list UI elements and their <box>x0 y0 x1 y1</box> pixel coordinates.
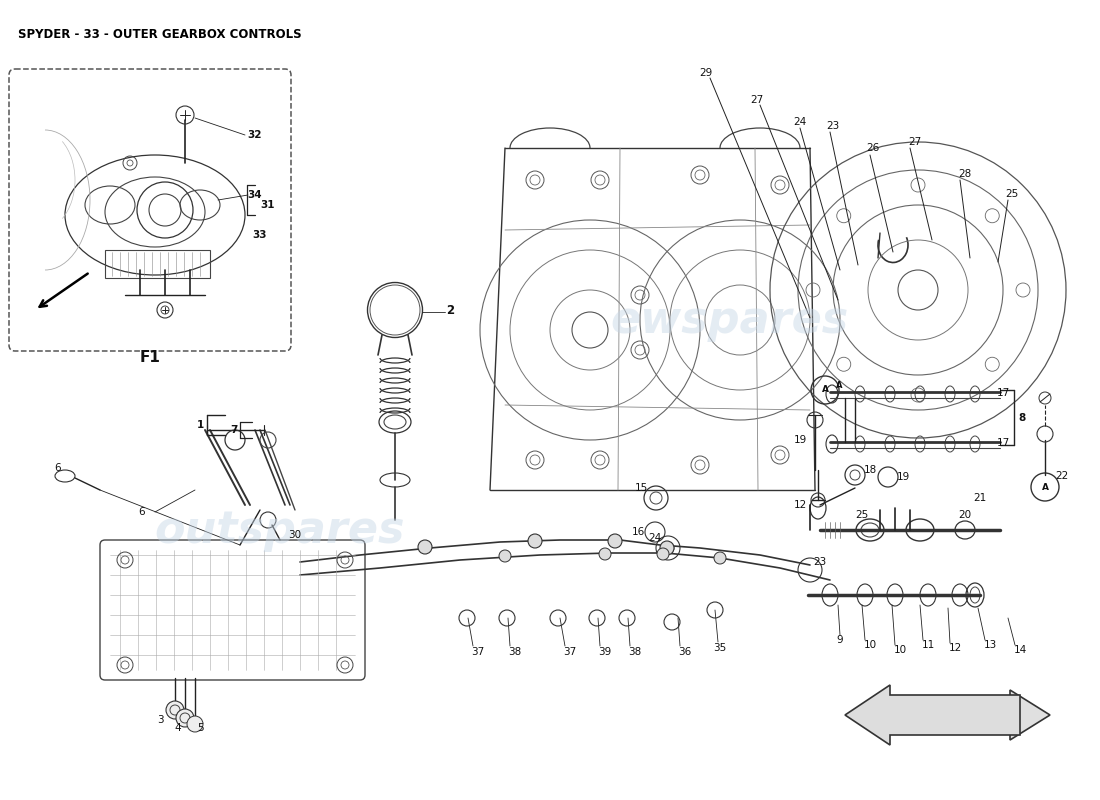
Text: ewspares: ewspares <box>610 298 849 342</box>
Polygon shape <box>845 685 1020 745</box>
Text: 37: 37 <box>472 647 485 657</box>
Circle shape <box>187 716 204 732</box>
Text: 4: 4 <box>175 723 182 733</box>
Circle shape <box>600 548 610 560</box>
Text: 21: 21 <box>974 493 987 503</box>
Text: outspares: outspares <box>155 509 405 551</box>
Text: 10: 10 <box>864 640 877 650</box>
Text: 6: 6 <box>55 463 62 473</box>
Text: 6: 6 <box>139 507 145 517</box>
Text: 12: 12 <box>948 643 961 653</box>
Text: SPYDER - 33 - OUTER GEARBOX CONTROLS: SPYDER - 33 - OUTER GEARBOX CONTROLS <box>18 28 301 41</box>
Text: 30: 30 <box>288 530 301 540</box>
Text: 2: 2 <box>446 303 454 317</box>
Text: 32: 32 <box>248 130 262 140</box>
Text: 33: 33 <box>253 230 267 240</box>
Text: 12: 12 <box>793 500 806 510</box>
Text: 19: 19 <box>896 472 910 482</box>
Text: 17: 17 <box>997 388 1010 398</box>
Circle shape <box>714 552 726 564</box>
Text: 1: 1 <box>197 420 204 430</box>
Circle shape <box>608 534 622 548</box>
Bar <box>104 250 210 278</box>
Text: A: A <box>836 381 843 390</box>
Circle shape <box>176 709 194 727</box>
Text: 28: 28 <box>958 169 971 179</box>
Text: 27: 27 <box>750 95 763 105</box>
Text: F1: F1 <box>140 350 161 366</box>
Text: 10: 10 <box>893 645 906 655</box>
Text: 39: 39 <box>598 647 612 657</box>
Text: 5: 5 <box>197 723 204 733</box>
Text: 14: 14 <box>1013 645 1026 655</box>
Text: A: A <box>1042 482 1048 491</box>
Text: 38: 38 <box>628 647 641 657</box>
Text: 9: 9 <box>837 635 844 645</box>
Circle shape <box>166 701 184 719</box>
Circle shape <box>660 541 674 555</box>
Text: 17: 17 <box>997 438 1010 448</box>
Text: 38: 38 <box>508 647 521 657</box>
Circle shape <box>528 534 542 548</box>
Text: 11: 11 <box>922 640 935 650</box>
Circle shape <box>418 540 432 554</box>
Text: 24: 24 <box>793 117 806 127</box>
Text: 3: 3 <box>156 715 163 725</box>
Circle shape <box>657 548 669 560</box>
Text: 24: 24 <box>648 533 661 543</box>
Text: 29: 29 <box>700 68 713 78</box>
Text: 7: 7 <box>230 425 238 435</box>
Text: 15: 15 <box>635 483 648 493</box>
Polygon shape <box>880 690 1050 740</box>
Text: 27: 27 <box>909 137 922 147</box>
Text: 34: 34 <box>248 190 262 200</box>
Text: 8: 8 <box>1019 413 1025 423</box>
Text: A: A <box>822 386 828 394</box>
Text: 23: 23 <box>826 121 839 131</box>
Text: 37: 37 <box>563 647 576 657</box>
Text: 31: 31 <box>261 200 275 210</box>
Text: 25: 25 <box>856 510 869 520</box>
Text: 25: 25 <box>1005 189 1019 199</box>
Text: 19: 19 <box>793 435 806 445</box>
Text: 16: 16 <box>631 527 645 537</box>
Text: 13: 13 <box>983 640 997 650</box>
Text: 26: 26 <box>867 143 880 153</box>
Text: 20: 20 <box>958 510 971 520</box>
Circle shape <box>499 550 512 562</box>
Text: 35: 35 <box>714 643 727 653</box>
Text: 22: 22 <box>1055 471 1068 481</box>
Text: 18: 18 <box>864 465 877 475</box>
Text: 36: 36 <box>679 647 692 657</box>
Text: 23: 23 <box>813 557 826 567</box>
